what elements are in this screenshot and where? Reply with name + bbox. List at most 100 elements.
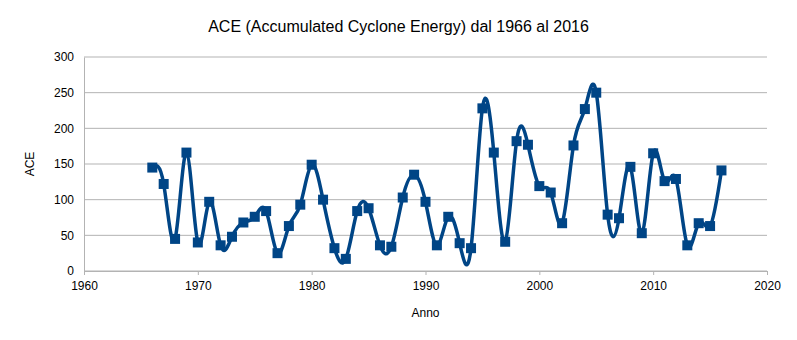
marker (409, 170, 419, 180)
grid-line (84, 235, 767, 236)
grid-line (84, 57, 767, 58)
y-tick-label: 250 (54, 86, 74, 100)
x-tick-label: 1980 (299, 279, 326, 293)
marker (295, 200, 305, 210)
marker (170, 234, 180, 244)
x-tick: 1990 (413, 271, 440, 293)
y-axis-title: ACE (23, 152, 37, 177)
y-tick: 0 (67, 264, 84, 278)
marker (159, 179, 169, 189)
x-tick: 2000 (526, 271, 553, 293)
x-tick: 1970 (185, 271, 212, 293)
marker (284, 221, 294, 231)
marker (694, 218, 704, 228)
marker (660, 176, 670, 186)
marker (500, 237, 510, 247)
marker (352, 206, 362, 216)
grid-line (84, 92, 767, 93)
y-tick-label: 50 (61, 229, 75, 243)
x-tick-label: 2020 (754, 279, 781, 293)
marker (705, 221, 715, 231)
y-tick: 200 (54, 122, 84, 136)
marker (261, 206, 271, 216)
marker (671, 174, 681, 184)
y-tick: 100 (54, 193, 84, 207)
marker (204, 197, 214, 207)
grid-line (84, 128, 767, 129)
marker (398, 193, 408, 203)
y-tick-label: 150 (54, 157, 74, 171)
marker (682, 240, 692, 250)
marker (580, 104, 590, 114)
x-tick-mark (767, 271, 768, 275)
x-tick-mark (653, 271, 654, 275)
x-tick-label: 1990 (413, 279, 440, 293)
x-tick-label: 1970 (185, 279, 212, 293)
x-tick-mark (426, 271, 427, 275)
line (152, 84, 721, 265)
x-tick: 2010 (640, 271, 667, 293)
y-tick-label: 0 (67, 264, 74, 278)
marker (466, 243, 476, 253)
marker (238, 217, 248, 227)
marker (421, 197, 431, 207)
marker (648, 148, 658, 158)
plot-area (147, 84, 726, 265)
y-axis-line (84, 58, 85, 272)
x-axis-title: Anno (411, 306, 439, 320)
marker (512, 136, 522, 146)
y-tick: 150 (54, 157, 84, 171)
grid-line (84, 164, 767, 165)
marker (523, 140, 533, 150)
marker (193, 237, 203, 247)
marker (716, 165, 726, 175)
marker (329, 243, 339, 253)
marker (250, 212, 260, 222)
y-axis: 0 50 100 150 200 250 300 (54, 50, 85, 278)
marker (318, 195, 328, 205)
x-tick-mark (198, 271, 199, 275)
marker (557, 218, 567, 228)
marker (591, 88, 601, 98)
marker (534, 181, 544, 191)
title: ACE (Accumulated Cyclone Energy) dal 196… (208, 18, 589, 35)
y-tick-label: 100 (54, 193, 74, 207)
marker (147, 163, 157, 173)
marker (375, 240, 385, 250)
marker (432, 240, 442, 250)
x-tick-mark (84, 271, 85, 275)
marker (603, 210, 613, 220)
marker (568, 140, 578, 150)
marker (273, 248, 283, 258)
x-tick: 1980 (299, 271, 326, 293)
marker (614, 213, 624, 223)
x-tick: 1960 (71, 271, 98, 293)
marker (341, 254, 351, 264)
marker (477, 103, 487, 113)
grid (84, 57, 767, 271)
marker (216, 240, 226, 250)
x-tick-label: 2010 (640, 279, 667, 293)
x-tick-mark (539, 271, 540, 275)
marker (546, 188, 556, 198)
chart: ACE (Accumulated Cyclone Energy) dal 196… (0, 0, 797, 340)
marker (227, 232, 237, 242)
y-tick: 300 (54, 50, 84, 64)
marker (489, 148, 499, 158)
markers (147, 88, 726, 264)
marker (181, 148, 191, 158)
marker (307, 160, 317, 170)
y-tick: 250 (54, 86, 84, 100)
marker (443, 212, 453, 222)
x-tick-label: 1960 (71, 279, 98, 293)
y-tick-label: 300 (54, 50, 74, 64)
x-axis: 1960 1970 1980 1990 2000 2010 2020 (71, 271, 781, 293)
marker (386, 242, 396, 252)
x-tick: 2020 (754, 271, 781, 293)
marker (455, 238, 465, 248)
y-tick: 50 (61, 229, 84, 243)
x-tick-label: 2000 (526, 279, 553, 293)
marker (364, 203, 374, 213)
marker (637, 228, 647, 238)
y-tick-label: 200 (54, 122, 74, 136)
